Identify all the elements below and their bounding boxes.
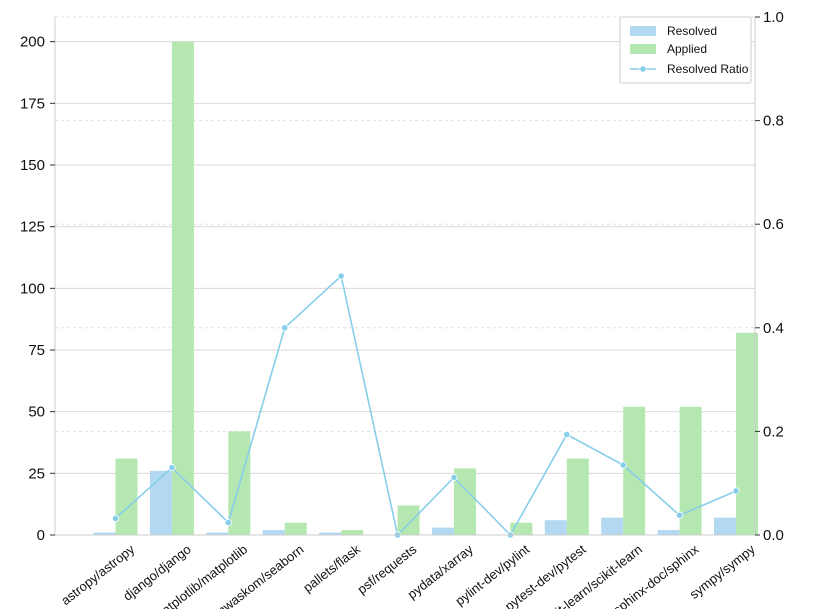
ratio-line bbox=[114, 274, 737, 537]
right-tick-label: 0.0 bbox=[763, 527, 784, 544]
ratio-point bbox=[675, 511, 684, 519]
ratio-point bbox=[168, 464, 176, 472]
axes bbox=[54, 17, 756, 536]
ratio-point bbox=[337, 272, 345, 280]
bar-applied bbox=[736, 332, 758, 535]
ratio-point bbox=[224, 518, 232, 527]
bar-applied bbox=[397, 505, 420, 535]
bar-applied bbox=[623, 406, 646, 535]
right-tick-label: 1.0 bbox=[763, 9, 784, 26]
bar-resolved bbox=[262, 530, 285, 535]
bar-resolved bbox=[93, 532, 116, 535]
left-tick-label: 175 bbox=[20, 95, 45, 112]
legend-label-resolved: Resolved bbox=[667, 24, 717, 38]
right-tick-label: 0.2 bbox=[763, 423, 784, 440]
gridlines bbox=[55, 16, 755, 474]
category-label: pallets/flask bbox=[300, 541, 363, 595]
left-tick-label: 75 bbox=[28, 342, 45, 359]
ratio-point bbox=[450, 473, 458, 482]
bar-resolved bbox=[431, 527, 454, 535]
right-tick-label: 0.8 bbox=[763, 113, 784, 130]
ratio-line-series bbox=[111, 272, 740, 539]
bar-resolved bbox=[206, 532, 229, 535]
bar-applied bbox=[115, 458, 138, 535]
left-tick-label: 150 bbox=[20, 157, 45, 174]
bar-applied bbox=[566, 458, 589, 535]
legend-label-applied: Applied bbox=[667, 42, 707, 56]
legend-swatch-applied bbox=[630, 44, 656, 54]
ratio-point bbox=[281, 324, 289, 332]
category-label: mwaskom/seaborn bbox=[211, 542, 306, 609]
left-tick-label: 100 bbox=[20, 280, 45, 297]
bar-applied bbox=[171, 41, 194, 536]
bar-applied bbox=[453, 468, 476, 535]
left-axis-ticks: 0 25 50 75 100 125 150 175 200 bbox=[20, 34, 55, 544]
ratio-point bbox=[732, 487, 740, 495]
bar-resolved bbox=[714, 517, 736, 535]
left-tick-label: 200 bbox=[20, 34, 45, 51]
left-tick-label: 50 bbox=[28, 404, 45, 421]
ratio-point bbox=[111, 514, 120, 523]
bar-series bbox=[93, 41, 758, 536]
legend-swatch-ratio-marker bbox=[639, 65, 647, 73]
bar-resolved bbox=[601, 517, 624, 535]
left-tick-label: 0 bbox=[37, 527, 45, 544]
category-labels: astropy/astropydjango/djangomatplotlib/m… bbox=[58, 541, 758, 609]
ratio-point bbox=[619, 461, 627, 469]
right-tick-label: 0.6 bbox=[763, 216, 784, 233]
bar-resolved bbox=[319, 532, 342, 535]
legend-swatch-resolved bbox=[630, 26, 656, 36]
bar-resolved bbox=[544, 520, 567, 535]
left-tick-label: 25 bbox=[28, 465, 45, 482]
right-tick-label: 0.4 bbox=[763, 320, 784, 337]
bar-resolved bbox=[149, 470, 172, 535]
left-tick-label: 125 bbox=[20, 219, 45, 236]
legend-label-ratio: Resolved Ratio bbox=[667, 62, 749, 76]
bar-applied bbox=[679, 406, 702, 535]
right-axis-ticks: 0.0 0.2 0.4 0.6 0.8 1.0 bbox=[755, 9, 784, 544]
bar-applied bbox=[341, 530, 364, 535]
bar-resolved bbox=[657, 530, 680, 535]
ratio-point bbox=[563, 430, 571, 439]
bar-applied bbox=[284, 522, 307, 535]
legend: Resolved Applied Resolved Ratio bbox=[619, 16, 752, 84]
